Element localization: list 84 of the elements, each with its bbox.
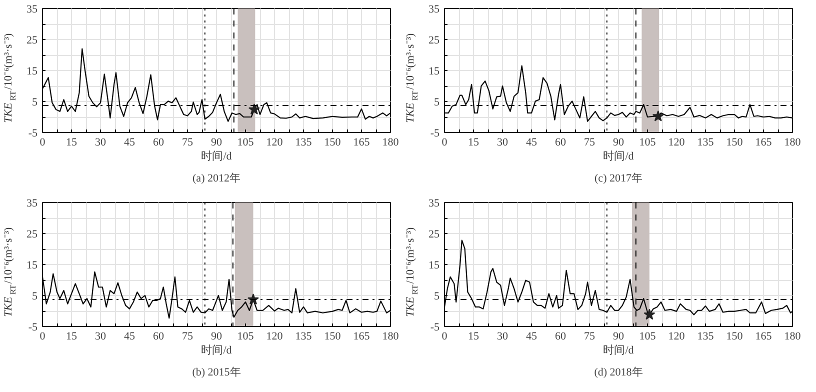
x-tick-label: 90 — [211, 136, 222, 148]
x-tick-label: 105 — [639, 136, 656, 148]
x-tick-label: 30 — [95, 330, 106, 342]
y-tick-label: 25 — [428, 228, 440, 240]
x-tick-label: 0 — [442, 136, 448, 148]
x-tick-label: 15 — [468, 136, 480, 148]
x-tick-label: 75 — [584, 330, 596, 342]
y-tick-label: 15 — [428, 260, 440, 272]
x-tick-label: 150 — [324, 136, 342, 148]
x-tick-label: 45 — [526, 136, 538, 148]
x-tick-label: 0 — [40, 136, 46, 148]
x-tick-label: 105 — [237, 330, 254, 342]
x-tick-label: 165 — [755, 136, 772, 148]
x-tick-label: 150 — [726, 136, 744, 148]
x-axis-title: 时间/d — [603, 344, 634, 356]
x-tick-label: 15 — [66, 136, 78, 148]
y-axis-title: TKERT/10⁻⁶(m³·s⁻³) — [2, 226, 18, 317]
x-tick-label: 45 — [124, 330, 136, 342]
y-tick-label: 25 — [26, 228, 38, 240]
y-axis-title: TKERT/10⁻⁶(m³·s⁻³) — [2, 32, 18, 123]
x-tick-label: 60 — [153, 330, 164, 342]
y-tick-label: 35 — [428, 4, 440, 16]
x-tick-label: 75 — [182, 330, 194, 342]
y-tick-label: -5 — [430, 128, 440, 140]
x-tick-label: 105 — [237, 136, 254, 148]
x-tick-label: 135 — [295, 136, 312, 148]
x-tick-label: 180 — [382, 330, 400, 342]
x-tick-label: 165 — [755, 330, 772, 342]
y-axis-title: TKERT/10⁻⁶(m³·s⁻³) — [404, 226, 420, 317]
x-tick-label: 30 — [497, 330, 508, 342]
x-axis-title: 时间/d — [603, 150, 634, 162]
x-tick-label: 180 — [382, 136, 400, 148]
y-tick-label: -5 — [28, 128, 38, 140]
y-tick-label: 15 — [428, 66, 440, 78]
x-tick-label: 120 — [266, 330, 284, 342]
x-tick-label: 135 — [295, 330, 312, 342]
text: (a) 2012年 — [192, 172, 240, 184]
y-tick-label: 25 — [428, 34, 440, 46]
x-tick-label: 60 — [153, 136, 164, 148]
x-tick-label: 15 — [66, 330, 78, 342]
x-tick-label: 120 — [266, 136, 284, 148]
y-tick-label: 5 — [434, 290, 440, 302]
x-axis-title: 时间/d — [201, 344, 232, 356]
x-tick-label: 45 — [124, 136, 136, 148]
x-tick-label: 30 — [95, 136, 106, 148]
y-tick-label: 5 — [32, 96, 38, 108]
x-tick-label: 135 — [697, 330, 714, 342]
x-tick-label: 180 — [784, 136, 802, 148]
x-tick-label: 105 — [639, 330, 656, 342]
x-tick-label: 90 — [211, 330, 222, 342]
text: (d) 2018年 — [594, 366, 643, 378]
x-axis-title: 时间/d — [201, 150, 232, 162]
y-tick-label: 15 — [26, 260, 38, 272]
x-tick-label: 15 — [468, 330, 480, 342]
x-tick-label: 0 — [442, 330, 448, 342]
text: (b) 2015年 — [192, 366, 241, 378]
y-tick-label: 15 — [26, 66, 38, 78]
x-tick-label: 60 — [555, 330, 566, 342]
y-tick-label: 5 — [32, 290, 38, 302]
y-tick-label: 35 — [26, 198, 38, 210]
x-tick-label: 90 — [613, 136, 624, 148]
y-tick-label: 25 — [26, 34, 38, 46]
x-tick-label: 30 — [497, 136, 508, 148]
y-tick-label: 35 — [428, 198, 440, 210]
x-tick-label: 0 — [40, 330, 46, 342]
x-tick-label: 90 — [613, 330, 624, 342]
x-tick-label: 75 — [182, 136, 194, 148]
y-tick-label: 5 — [434, 96, 440, 108]
y-tick-label: -5 — [28, 322, 38, 334]
x-tick-label: 150 — [726, 330, 744, 342]
x-tick-label: 120 — [668, 330, 686, 342]
y-axis-title: TKERT/10⁻⁶(m³·s⁻³) — [404, 32, 420, 123]
x-tick-label: 45 — [526, 330, 538, 342]
x-tick-label: 180 — [784, 330, 802, 342]
x-tick-label: 165 — [353, 330, 370, 342]
x-tick-label: 150 — [324, 330, 342, 342]
x-tick-label: 165 — [353, 136, 370, 148]
y-tick-label: -5 — [430, 322, 440, 334]
y-tick-label: 35 — [26, 4, 38, 16]
x-tick-label: 135 — [697, 136, 714, 148]
text: (c) 2017年 — [594, 172, 642, 184]
x-tick-label: 60 — [555, 136, 566, 148]
x-tick-label: 120 — [668, 136, 686, 148]
x-tick-label: 75 — [584, 136, 596, 148]
